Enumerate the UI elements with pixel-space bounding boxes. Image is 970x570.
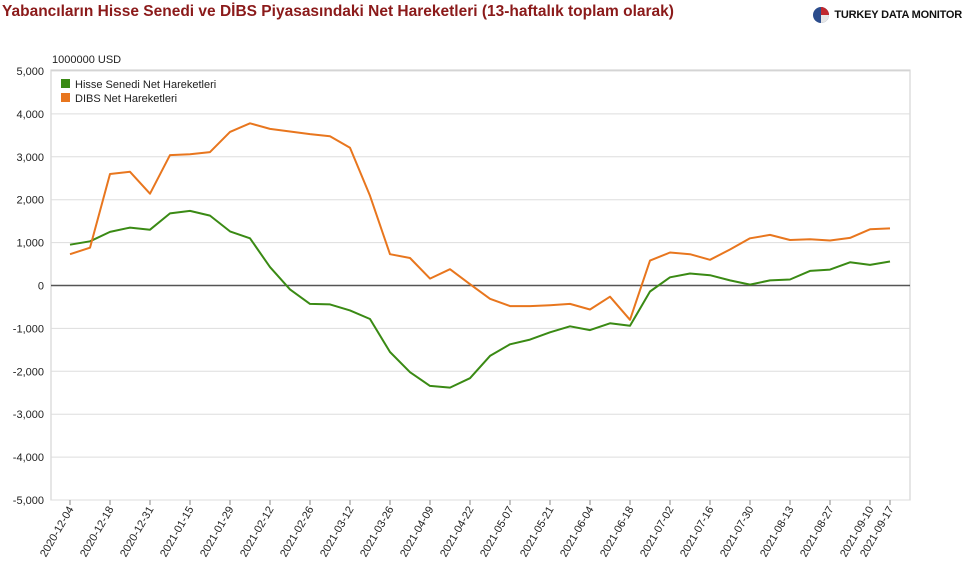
y-axis-unit-label: 1000000 USD: [52, 54, 121, 66]
x-tick-label: 2020-12-04: [38, 505, 77, 560]
x-tick-label: 2021-06-18: [598, 505, 637, 560]
x-tick-label: 2021-08-13: [758, 505, 797, 560]
series-line-2: [69, 122, 891, 321]
series-line-1: [69, 209, 891, 389]
y-tick-label: 1,000: [16, 238, 44, 250]
x-tick-label: 2021-05-07: [478, 505, 517, 560]
x-tick-label: 2021-07-16: [678, 505, 717, 560]
grid-lines: [51, 70, 910, 501]
x-tick-label: 2021-08-27: [798, 505, 837, 560]
x-tick-label: 2021-01-15: [158, 505, 197, 560]
brand-name: TURKEY DATA MONITOR: [834, 9, 962, 21]
y-tick-label: -5,000: [13, 495, 44, 507]
y-axis: 5,000 4,000 3,000 2,000 1,000 0 -1,000 -2,000 -3…: [13, 66, 44, 507]
x-tick-label: 2020-12-18: [78, 505, 117, 560]
legend-label: DIBS Net Hareketleri: [75, 93, 177, 105]
x-tick-label: 2021-01-29: [198, 505, 237, 560]
x-tick-label: 2021-07-30: [718, 505, 757, 560]
brand-logo[interactable]: TURKEY DATA MONITOR: [812, 6, 962, 24]
x-tick-label: 2021-02-12: [238, 505, 277, 560]
legend: Hisse Senedi Net Hareketleri DIBS Net Har…: [61, 79, 216, 105]
y-tick-label: -2,000: [13, 366, 44, 378]
y-tick-label: -4,000: [13, 452, 44, 464]
y-tick-label: -1,000: [13, 323, 44, 335]
x-tick-label: 2021-06-04: [558, 505, 597, 560]
legend-swatch: [61, 79, 70, 88]
y-tick-label: 4,000: [16, 109, 44, 121]
x-tick-label: 2021-03-12: [318, 505, 357, 560]
pie-logo-icon: [813, 7, 830, 23]
legend-label: Hisse Senedi Net Hareketleri: [75, 79, 216, 91]
chart-title: Yabancıların Hisse Senedi ve DİBS Piyasa…: [2, 3, 674, 20]
x-tick-label: 2020-12-31: [118, 505, 157, 560]
y-tick-label: 5,000: [16, 66, 44, 78]
series-lines: [69, 122, 891, 389]
y-tick-label: 2,000: [16, 195, 44, 207]
legend-swatch: [61, 93, 70, 102]
x-axis: 2020-12-04 2020-12-18 2020-12-31 2021-01-15…: [38, 500, 897, 559]
x-tick-label: 2021-03-26: [358, 505, 397, 560]
x-tick-label: 2021-07-02: [638, 505, 677, 560]
x-tick-label: 2021-04-22: [438, 505, 477, 560]
x-tick-label: 2021-05-21: [518, 505, 557, 560]
y-tick-label: 0: [38, 281, 44, 293]
x-tick-label: 2021-02-26: [278, 505, 317, 560]
y-tick-label: -3,000: [13, 409, 44, 421]
y-tick-label: 3,000: [16, 152, 44, 164]
x-tick-label: 2021-04-09: [398, 505, 437, 560]
